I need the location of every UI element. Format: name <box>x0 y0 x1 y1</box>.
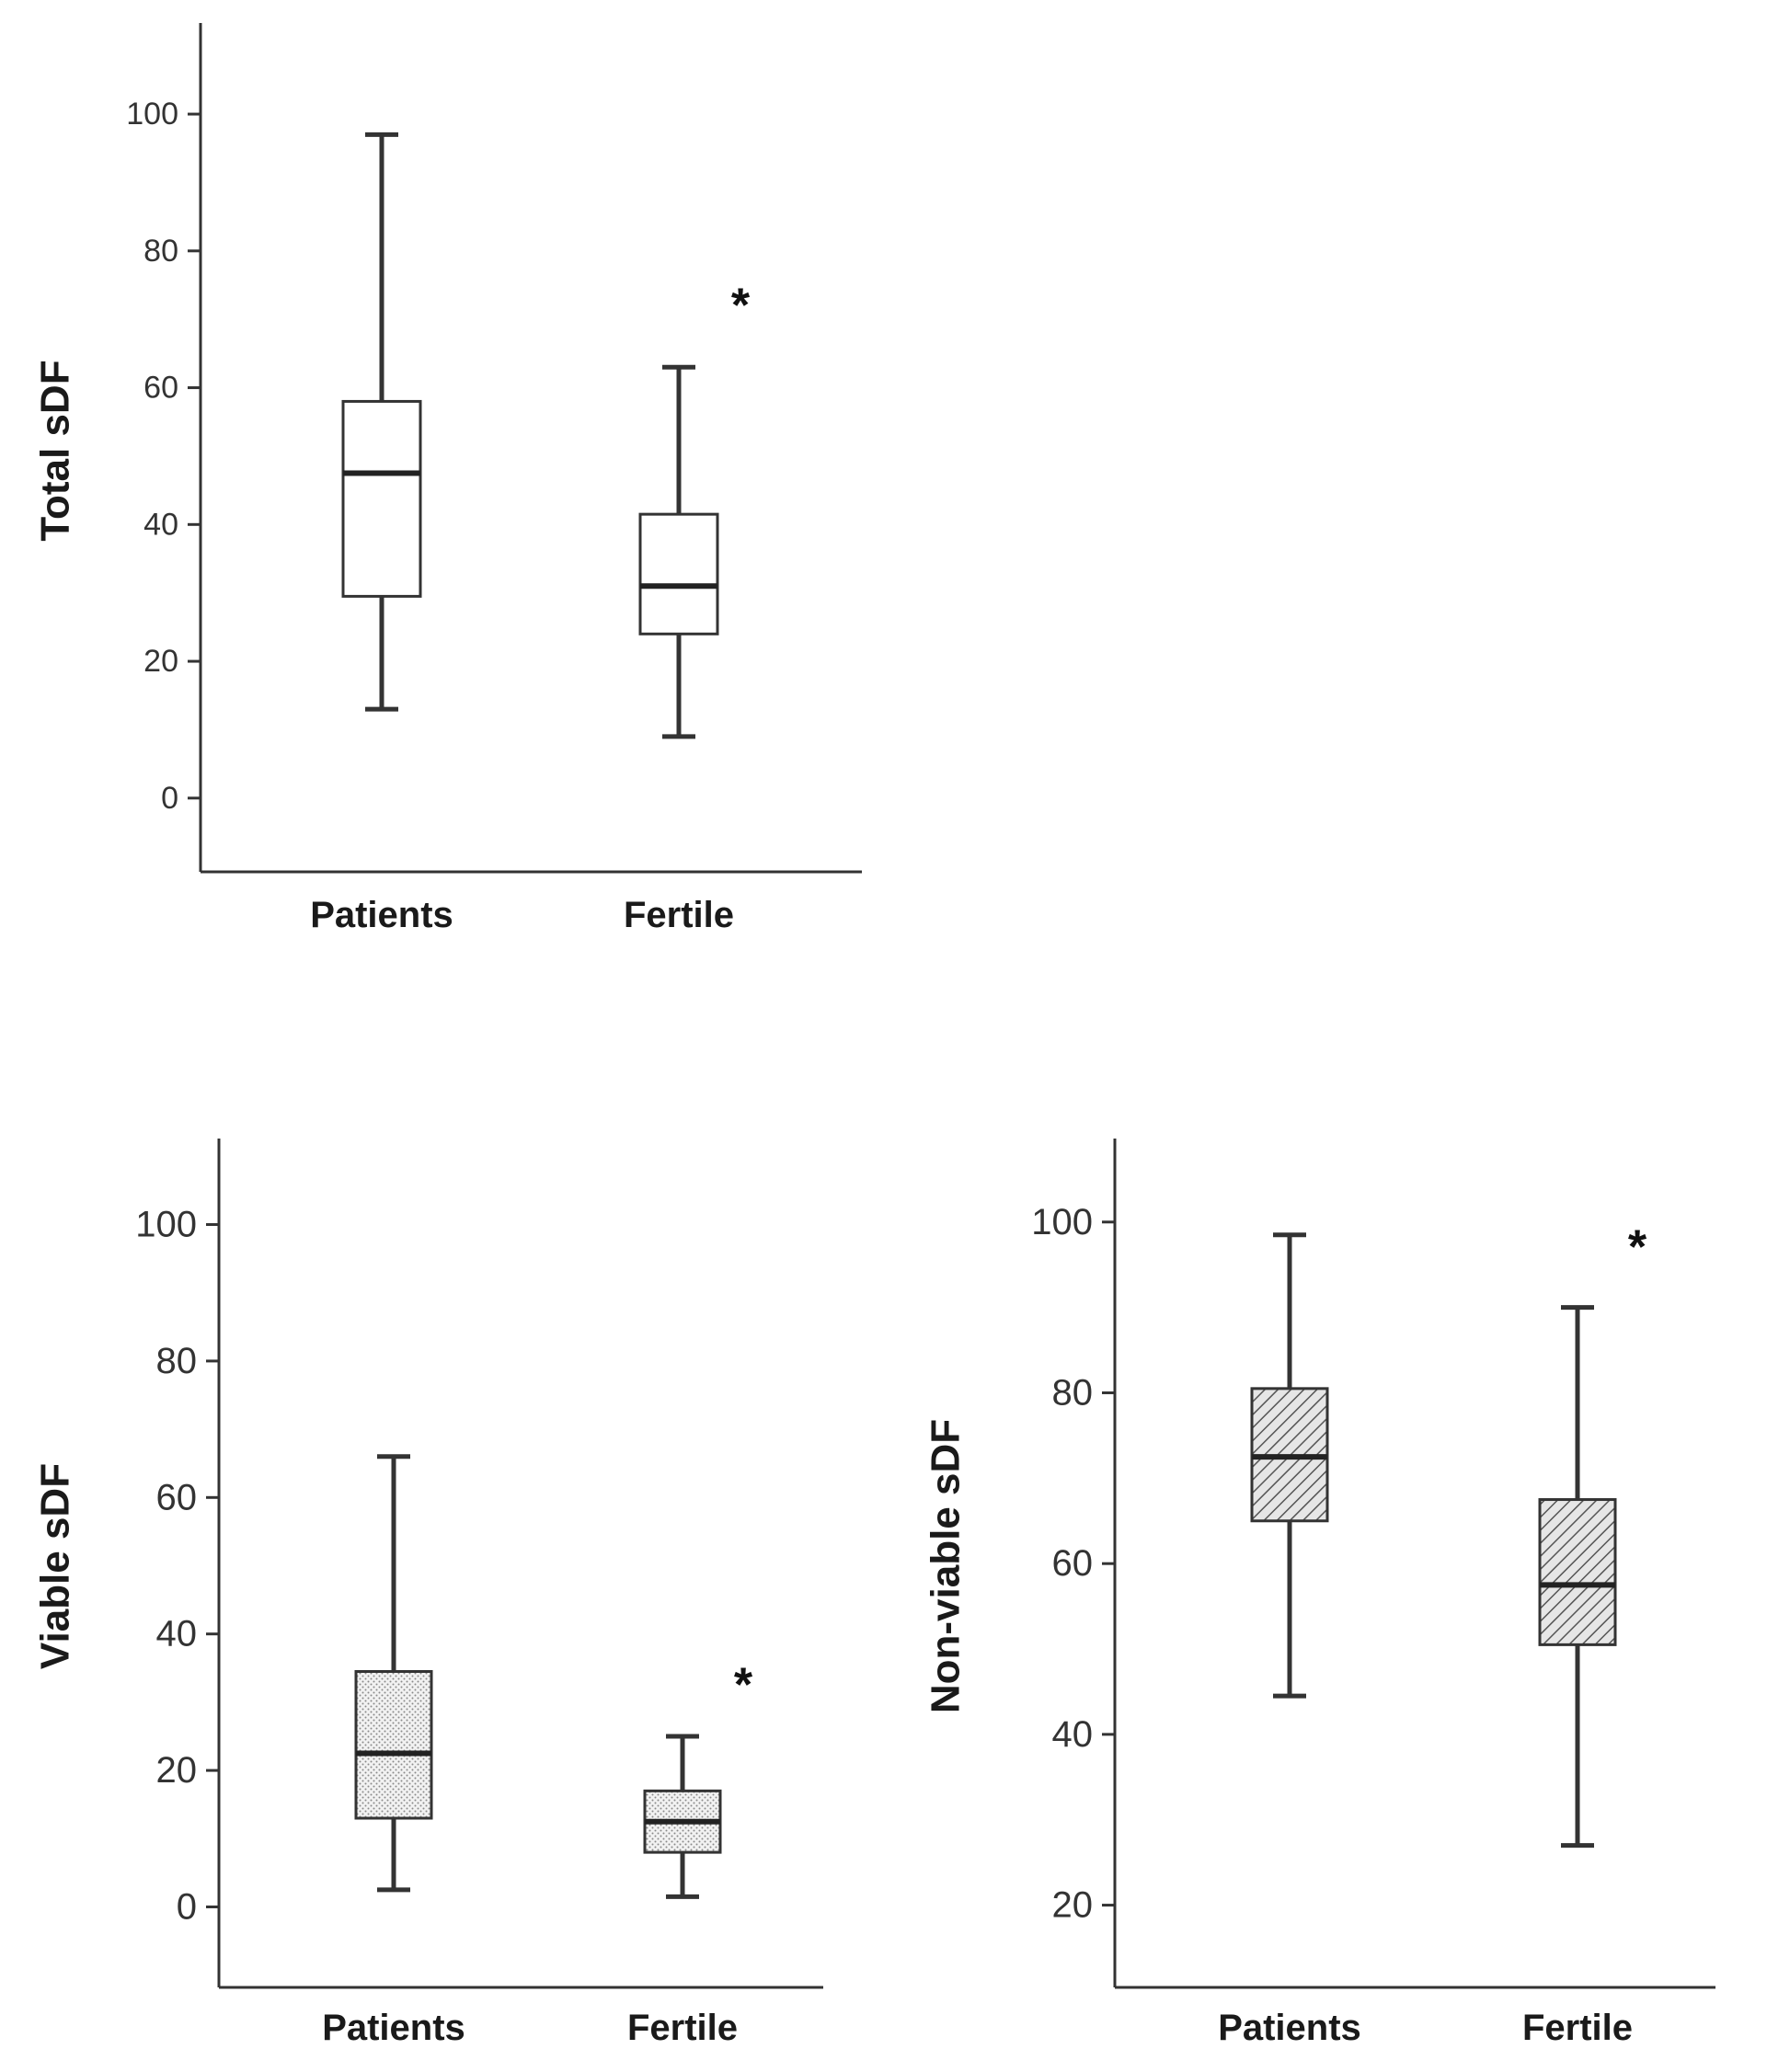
y-tick-label: 40 <box>156 1614 198 1654</box>
x-category-label: Patients <box>322 2008 465 2048</box>
x-category-label: Fertile <box>627 2008 738 2048</box>
chart-viable: 0 20 40 60 80 100 Viable sDF Patients Fertile * <box>33 1139 823 2048</box>
y-tick-label: 100 <box>1031 1202 1093 1242</box>
y-tick-label: 60 <box>1052 1543 1094 1584</box>
y-tick-label: 20 <box>1052 1885 1094 1926</box>
significance-star: * <box>734 1658 753 1711</box>
iqr-box-patients <box>354 1670 433 1820</box>
y-tick-label: 0 <box>161 781 178 816</box>
iqr-box-fertile <box>638 512 719 635</box>
y-tick-label: 60 <box>156 1477 198 1517</box>
chart-total: 0 20 40 60 80 100 Total sDF Patients Fertile * <box>33 23 862 935</box>
y-tick-label: 20 <box>143 644 178 679</box>
y-axis-title: Non-viable sDF <box>924 1419 969 1713</box>
iqr-box-fertile <box>1538 1498 1617 1646</box>
y-tick-label: 100 <box>126 97 178 132</box>
y-tick-label: 0 <box>177 1886 197 1927</box>
y-tick-label: 40 <box>1052 1714 1094 1755</box>
x-category-label: Fertile <box>1522 2008 1633 2048</box>
iqr-box-patients <box>341 399 422 598</box>
x-category-label: Fertile <box>624 895 734 935</box>
y-tick-label: 80 <box>1052 1372 1094 1413</box>
x-category-label: Patients <box>310 895 453 935</box>
y-axis-title: Total sDF <box>33 360 78 541</box>
chart-nonviable: 20 40 60 80 100 Non-viable sDF Patients Fertile… <box>924 1139 1715 2048</box>
y-tick-label: 100 <box>135 1205 197 1245</box>
y-tick-label: 80 <box>156 1341 198 1381</box>
significance-star: * <box>731 279 751 332</box>
x-category-label: Patients <box>1218 2008 1361 2048</box>
y-tick-label: 60 <box>143 371 178 406</box>
significance-star: * <box>1628 1221 1647 1275</box>
y-tick-label: 80 <box>143 234 178 269</box>
y-tick-label: 40 <box>143 507 178 542</box>
y-axis-title: Viable sDF <box>33 1463 78 1669</box>
y-tick-label: 20 <box>156 1750 198 1791</box>
